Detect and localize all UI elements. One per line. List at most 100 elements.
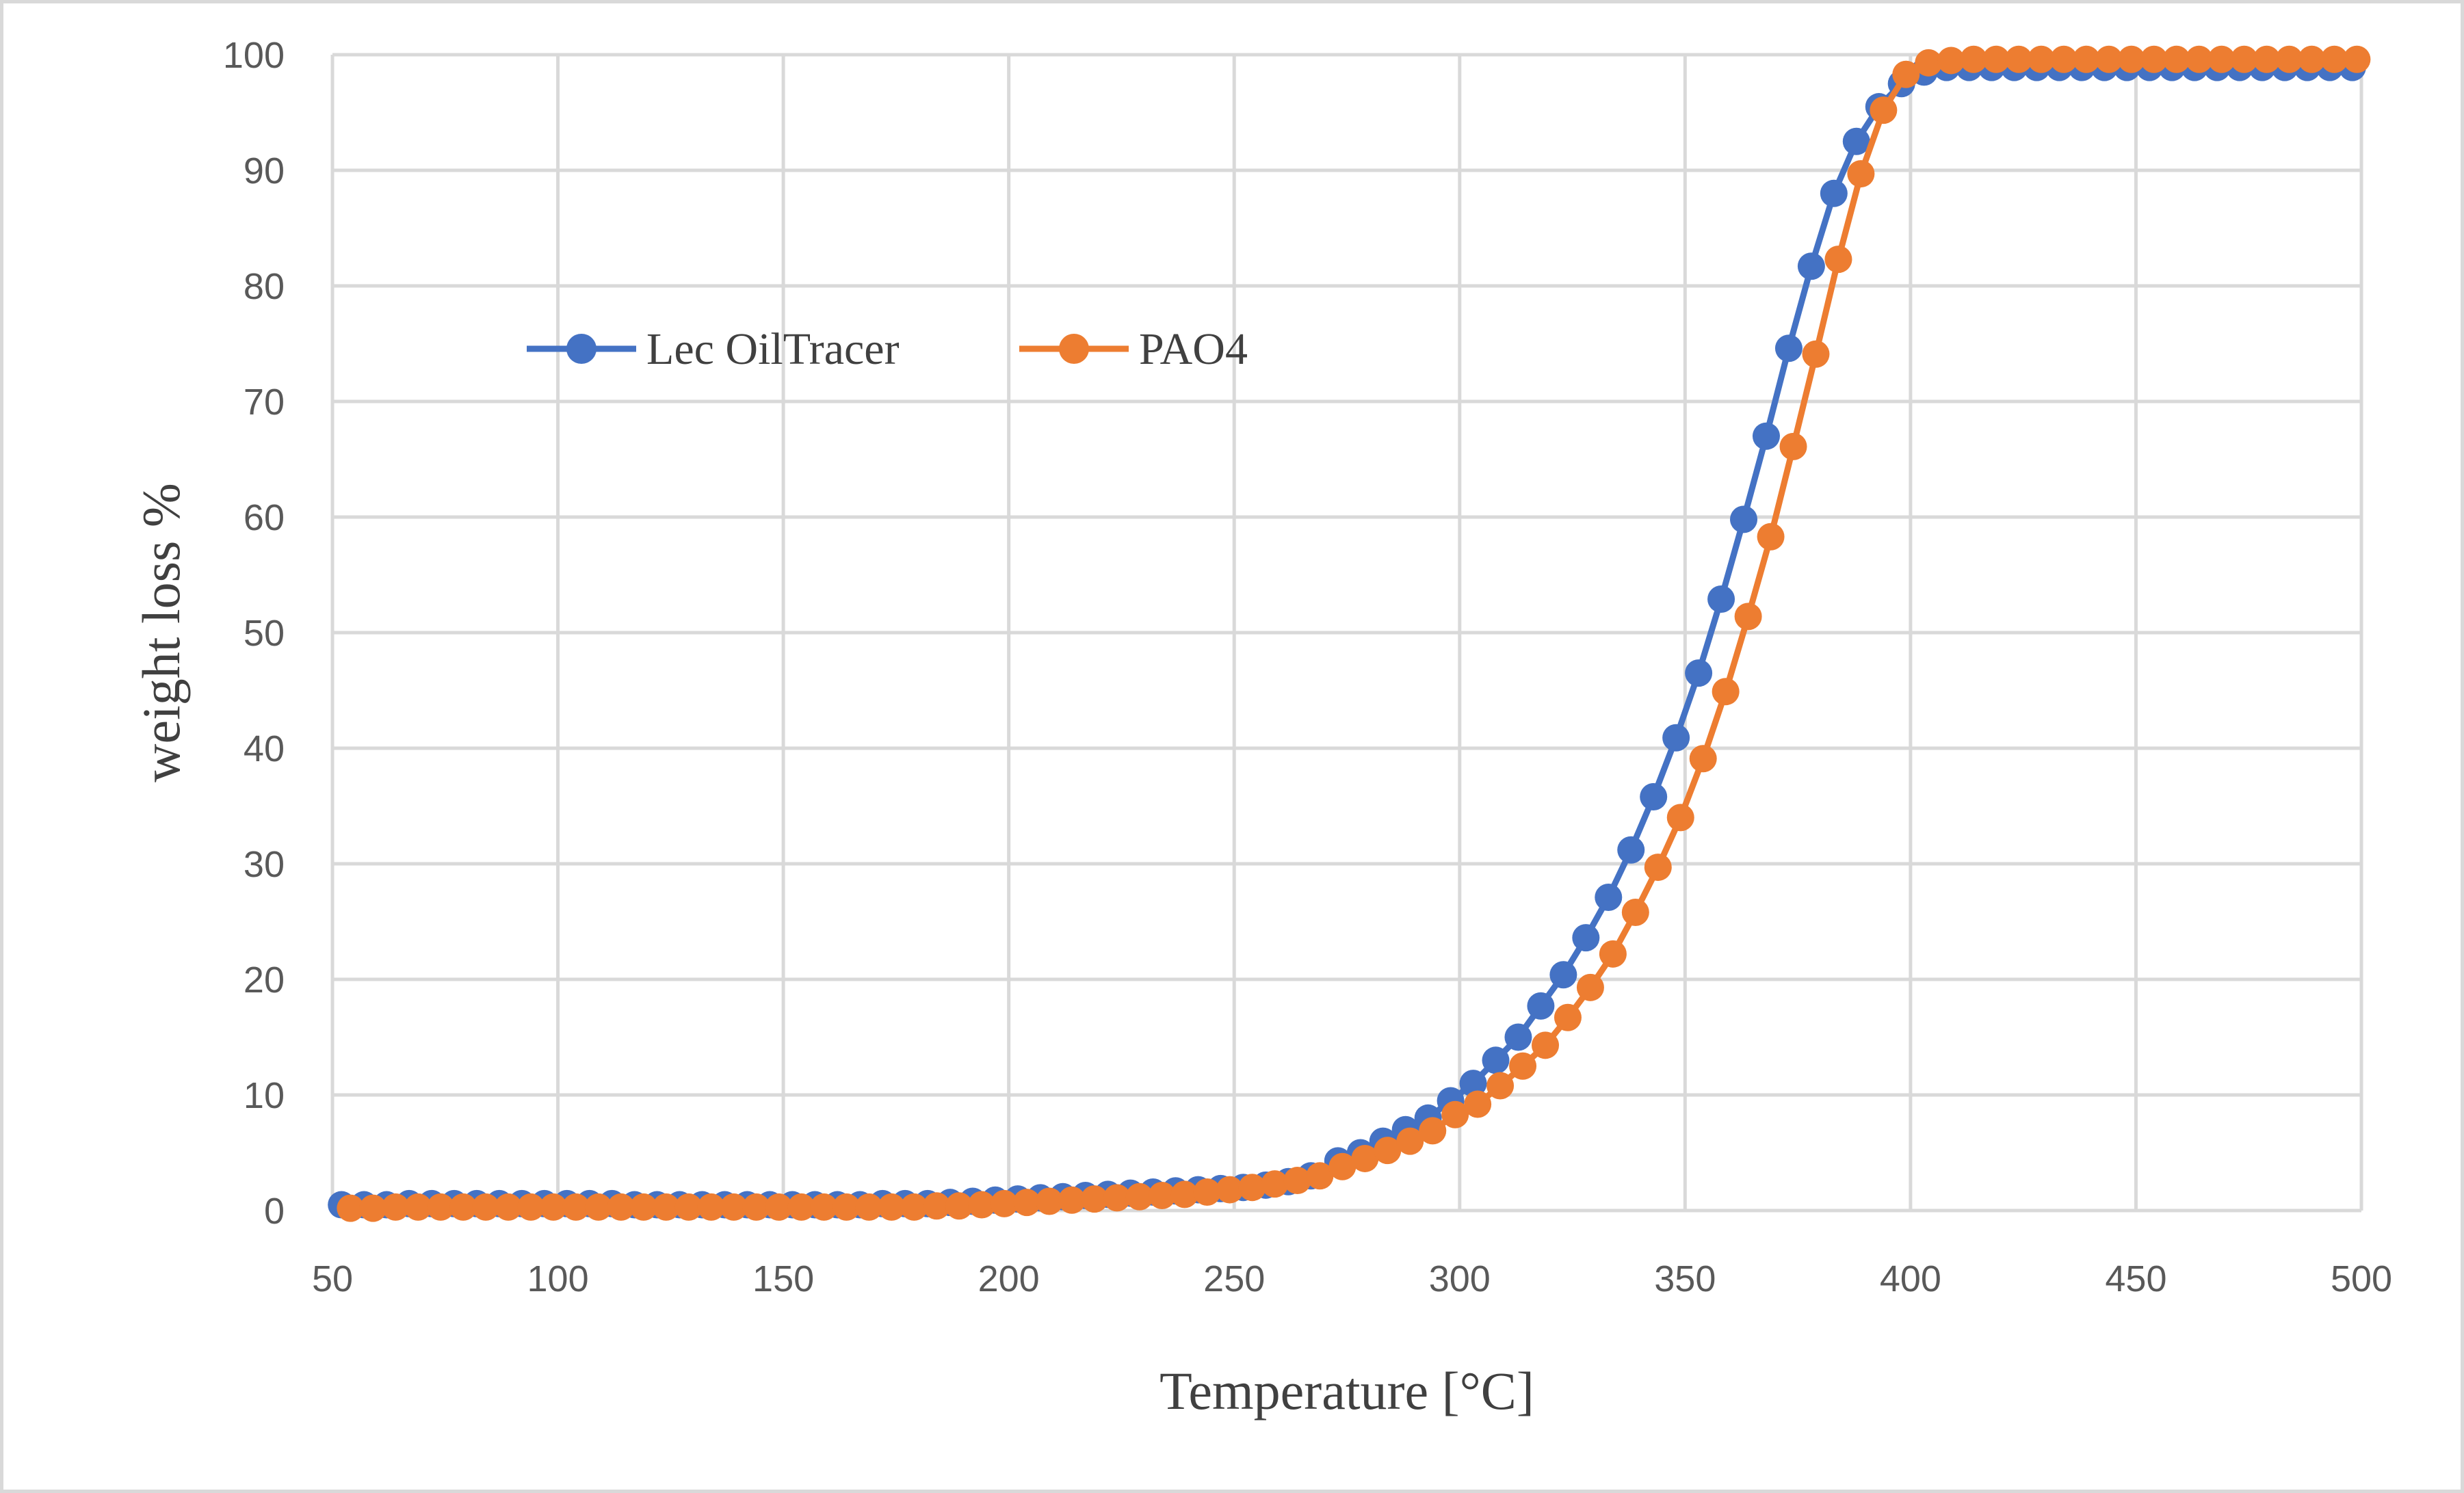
data-point [1797, 252, 1825, 280]
x-tick-label: 400 [1880, 1258, 1941, 1299]
data-point [1459, 1070, 1487, 1098]
data-point [923, 1192, 951, 1220]
data-point [1419, 1117, 1447, 1145]
x-tick-label: 350 [1654, 1258, 1716, 1299]
data-point [1644, 854, 1672, 882]
data-point [878, 1193, 906, 1221]
data-point [1752, 422, 1780, 450]
x-tick-label: 450 [2105, 1258, 2166, 1299]
data-point [539, 1193, 567, 1221]
data-point [1396, 1127, 1424, 1155]
data-point [1482, 1046, 1510, 1074]
data-point [1554, 1003, 1582, 1031]
data-point [1441, 1100, 1469, 1128]
gridlines [330, 53, 2363, 1213]
data-point [968, 1191, 996, 1219]
data-point [337, 1194, 365, 1222]
data-point [1532, 1031, 1560, 1059]
data-point [1734, 603, 1762, 631]
data-point [359, 1194, 387, 1222]
data-point [1576, 973, 1604, 1001]
data-point [1080, 1185, 1108, 1213]
data-point [1283, 1167, 1311, 1195]
y-tick-label: 90 [244, 150, 285, 191]
data-point [1685, 659, 1713, 687]
data-point [2253, 45, 2281, 73]
data-point [1306, 1162, 1334, 1190]
series-layer [328, 45, 2371, 1222]
data-point [674, 1193, 703, 1221]
data-point [1712, 678, 1740, 706]
x-tick-label: 500 [2331, 1258, 2392, 1299]
data-point [765, 1193, 793, 1221]
y-tick-label: 80 [244, 266, 285, 307]
data-point [562, 1193, 590, 1221]
data-point [449, 1193, 477, 1221]
y-tick-label: 20 [244, 960, 285, 1001]
data-point [1486, 1072, 1515, 1100]
data-point [1599, 940, 1627, 968]
y-tick-label: 0 [264, 1191, 285, 1232]
x-tick-labels: 50 100 150 200 250 300 350 400 450 500 [312, 1258, 2392, 1299]
x-tick-label: 300 [1429, 1258, 1491, 1299]
data-point [584, 1193, 612, 1221]
data-point [2298, 45, 2326, 73]
data-point [720, 1193, 748, 1221]
data-point [1707, 585, 1735, 613]
x-tick-label: 100 [527, 1258, 589, 1299]
data-point [517, 1193, 545, 1221]
y-tick-label: 100 [223, 35, 285, 76]
data-point [472, 1193, 500, 1221]
data-point [2207, 45, 2236, 73]
data-point [2049, 45, 2078, 73]
y-axis-title: weight loss % [131, 483, 191, 782]
data-point [1374, 1137, 1402, 1165]
data-point [810, 1193, 838, 1221]
data-point [2275, 45, 2303, 73]
data-point [1960, 45, 1988, 73]
data-point [1779, 432, 1807, 460]
legend: Lec OilTracer PAO4 [527, 324, 1248, 374]
data-point [404, 1193, 432, 1221]
data-point [629, 1193, 657, 1221]
data-point [1125, 1182, 1153, 1211]
data-point [382, 1193, 410, 1221]
legend-label: PAO4 [1139, 324, 1248, 374]
data-point [1013, 1189, 1041, 1217]
data-point [1802, 340, 1830, 368]
data-point [1328, 1152, 1356, 1180]
data-point [1170, 1180, 1198, 1208]
data-point [1730, 505, 1758, 533]
data-point [2028, 45, 2056, 73]
data-point [1774, 334, 1803, 362]
x-tick-label: 250 [1203, 1258, 1265, 1299]
data-point [2343, 45, 2371, 73]
data-point [1662, 724, 1690, 752]
x-tick-label: 50 [312, 1258, 353, 1299]
series-pao4 [337, 45, 2371, 1222]
data-point [833, 1193, 861, 1221]
data-point [1504, 1023, 1532, 1051]
legend-label: Lec OilTracer [646, 324, 900, 374]
data-point [1527, 992, 1555, 1020]
data-point [1351, 1144, 1379, 1172]
data-point [1870, 96, 1898, 124]
legend-marker [566, 334, 597, 364]
x-tick-label: 150 [752, 1258, 814, 1299]
data-point [1689, 745, 1717, 773]
data-point [2117, 45, 2145, 73]
data-point [1103, 1184, 1131, 1212]
data-point [2185, 45, 2213, 73]
data-point [2140, 45, 2168, 73]
data-point [2320, 45, 2348, 73]
data-point [1666, 804, 1694, 832]
y-tick-label: 40 [244, 728, 285, 769]
data-point [1842, 127, 1870, 155]
data-point [1058, 1186, 1086, 1214]
data-point [1035, 1187, 1063, 1215]
data-point [1193, 1178, 1221, 1206]
data-point [1617, 836, 1645, 864]
data-point [2162, 45, 2190, 73]
data-point [1238, 1174, 1266, 1202]
